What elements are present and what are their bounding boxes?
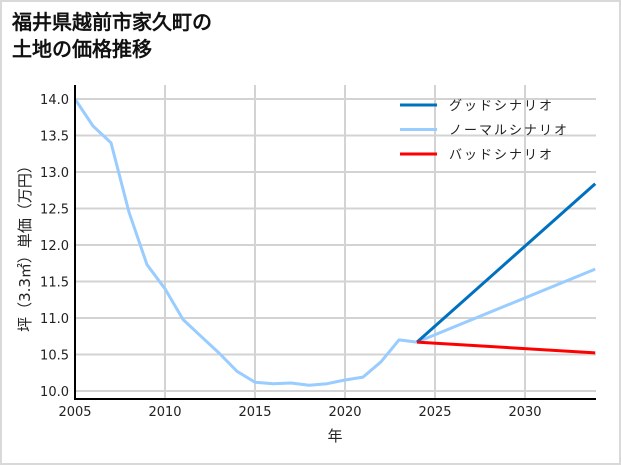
x-axis-label: 年 [327, 427, 342, 445]
y-tick-label: 13.0 [40, 166, 69, 181]
y-tick-label: 11.0 [40, 312, 69, 327]
series-line [73, 98, 596, 387]
y-tick-label: 14.0 [40, 93, 69, 108]
y-tick-label: 10.0 [40, 385, 69, 400]
title-line-1: 福井県越前市家久町の [12, 10, 212, 34]
y-tick-label: 12.5 [40, 203, 69, 218]
series-lines [73, 98, 597, 387]
series-line [416, 182, 597, 344]
y-axis-label: 坪（3.3㎡）単価（万円） [16, 158, 34, 332]
grid-lines [75, 85, 596, 399]
y-tick-label: 11.5 [40, 276, 69, 291]
axes: 10.0 10.5 11.0 11.5 12.0 12.5 13.0 13.5 14.0 2005… [40, 85, 596, 420]
y-tick-label: 12.0 [40, 239, 69, 254]
x-tick-label: 2020 [328, 405, 361, 420]
chart-title: 福井県越前市家久町の 土地の価格推移 [12, 9, 212, 63]
x-tick-label: 2030 [508, 405, 541, 420]
legend-label: ノーマルシナリオ [449, 124, 569, 139]
legend-label: バッドシナリオ [449, 148, 554, 163]
y-tick-label: 10.5 [40, 349, 69, 364]
y-tick-label: 13.5 [40, 130, 69, 145]
x-tick-label: 2005 [58, 405, 91, 420]
x-tick-label: 2015 [238, 405, 271, 420]
x-tick-label: 2025 [418, 405, 451, 420]
x-tick-label: 2010 [148, 405, 181, 420]
title-line-2: 土地の価格推移 [12, 37, 152, 61]
series-line [416, 340, 596, 355]
legend-label: グッドシナリオ [449, 99, 554, 114]
